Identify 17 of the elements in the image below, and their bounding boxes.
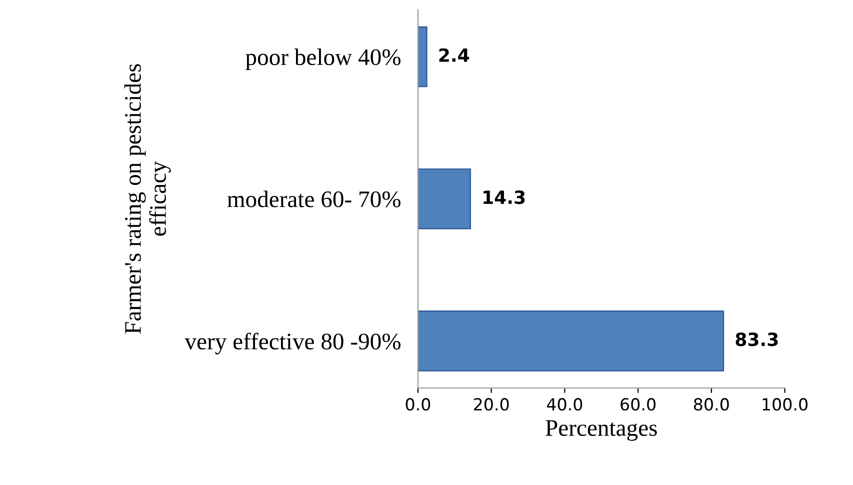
- y-tick-label: poor below 40%: [246, 48, 400, 70]
- data-label: 14.3: [484, 190, 525, 204]
- x-axis-title: Percentages: [546, 420, 657, 441]
- x-tick-label: 0.0: [406, 398, 430, 411]
- data-label: 2.4: [439, 48, 470, 62]
- y-tick-label: moderate 60- 70%: [227, 190, 400, 208]
- y-axis-title: Farmer's rating on pesticides efficacy: [124, 64, 171, 334]
- data-label: 83.3: [736, 332, 778, 346]
- bar: [418, 168, 471, 230]
- y-tick-label: very effective 80 -90%: [184, 332, 400, 354]
- x-tick-label: 20.0: [474, 398, 509, 411]
- x-tick-label: 60.0: [620, 398, 656, 411]
- x-tick-label: 80.0: [694, 398, 729, 411]
- bar: [418, 26, 428, 88]
- x-tick-label: 100.0: [762, 398, 808, 411]
- bar: [418, 310, 724, 372]
- x-tick-label: 40.0: [546, 398, 582, 411]
